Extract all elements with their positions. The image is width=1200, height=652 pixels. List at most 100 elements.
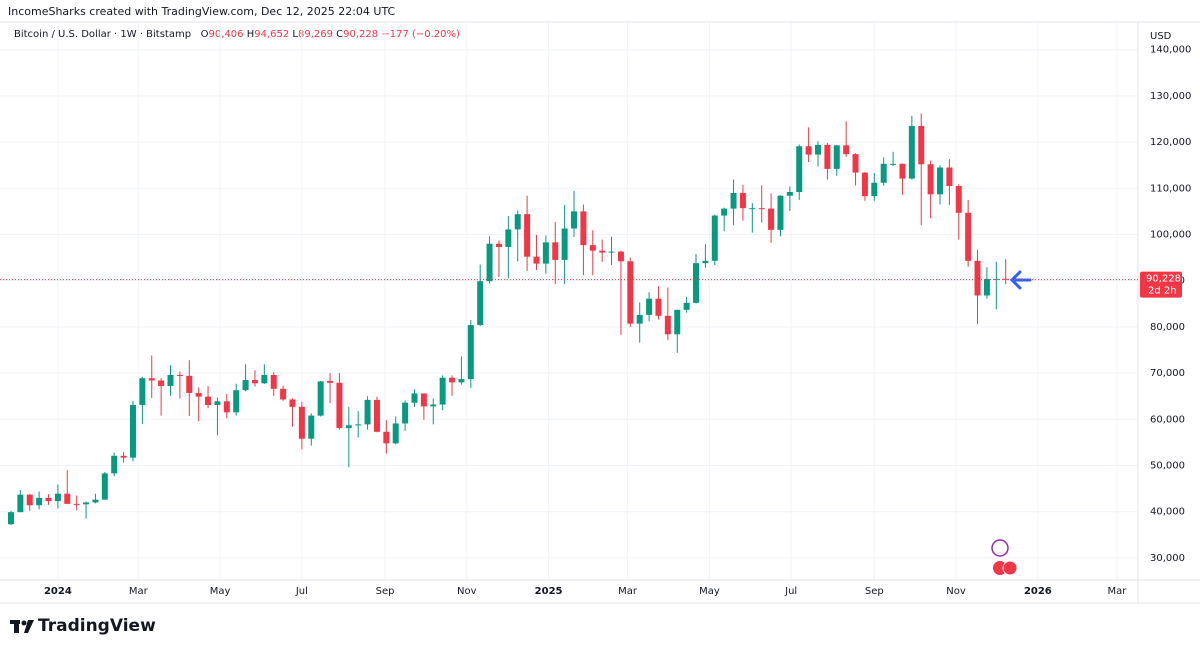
change: −177 (−0.20%): [381, 29, 460, 40]
candle-body: [411, 393, 418, 403]
y-tick-label: 80,000: [1150, 322, 1185, 333]
candle-body: [617, 251, 624, 262]
candle-body: [402, 402, 409, 424]
candle-body: [392, 423, 399, 444]
candle-body: [749, 208, 756, 210]
candle-body: [908, 125, 915, 179]
candle-body: [599, 250, 606, 253]
candle-body: [974, 260, 981, 296]
candle-body: [327, 380, 334, 383]
ohlc-value: 94,652: [254, 29, 290, 40]
ohlc-key: O: [200, 29, 209, 40]
candle-body: [927, 164, 934, 195]
candle-body: [289, 399, 296, 407]
candle-body: [739, 192, 746, 209]
candle-body: [571, 211, 578, 229]
x-tick-label: Jul: [784, 586, 797, 597]
y-tick-label: 30,000: [1150, 553, 1185, 564]
candle-body: [373, 399, 380, 432]
candle-body: [899, 163, 906, 179]
candle-body: [261, 374, 268, 384]
candle-body: [871, 182, 878, 197]
candle-body: [223, 401, 230, 413]
candle-body: [111, 455, 118, 474]
ohlc-key: C: [336, 29, 344, 40]
candle-body: [768, 208, 775, 230]
candle-body: [439, 377, 446, 405]
candle-body: [54, 493, 61, 502]
candle-body: [861, 172, 868, 197]
candle-body: [36, 497, 43, 506]
x-tick-label: Mar: [129, 586, 149, 597]
candle-body: [636, 314, 643, 324]
candle-body: [983, 278, 990, 296]
x-tick-label: Sep: [865, 586, 884, 597]
candle-body: [120, 455, 127, 458]
candle-body: [674, 309, 681, 335]
y-tick-label: 140,000: [1150, 45, 1191, 56]
candle-body: [195, 392, 202, 397]
candle-body: [815, 144, 822, 155]
candle-body: [298, 406, 305, 439]
candle-body: [242, 380, 249, 391]
candle-body: [167, 374, 174, 387]
x-tick-label: 2026: [1024, 586, 1052, 597]
candle-body: [139, 378, 146, 405]
last-price-badge: [1140, 271, 1182, 298]
candle-body: [777, 195, 784, 230]
y-tick-label: 50,000: [1150, 461, 1185, 472]
countdown: 2d 2h: [1148, 286, 1177, 297]
candle-body: [721, 208, 728, 216]
candle-body: [420, 393, 427, 407]
candle-body: [7, 512, 14, 525]
x-tick-label: Mar: [1108, 586, 1128, 597]
candle-body: [824, 144, 831, 169]
x-tick-label: 2024: [44, 586, 72, 597]
candle-body: [890, 163, 897, 165]
candle-body: [449, 377, 456, 383]
x-tick-label: 2025: [535, 586, 563, 597]
y-tick-label: 70,000: [1150, 368, 1185, 379]
candle-body: [683, 302, 690, 310]
candle-body: [561, 228, 568, 260]
candle-body: [955, 185, 962, 213]
candle-body: [73, 503, 80, 505]
grid: [0, 22, 1138, 580]
event-icons: [991, 539, 1018, 576]
candle-body: [477, 281, 484, 326]
y-tick-label: 60,000: [1150, 414, 1185, 425]
y-tick-label: 100,000: [1150, 230, 1191, 241]
x-tick-label: Nov: [457, 586, 477, 597]
candle-body: [233, 390, 240, 413]
candle-body: [92, 499, 99, 503]
symbol: Bitcoin / U.S. Dollar · 1W · Bitstamp: [14, 29, 192, 40]
y-tick-label: 130,000: [1150, 91, 1191, 102]
currency: USD: [1150, 31, 1172, 42]
candle-body: [805, 146, 812, 155]
candle-body: [355, 424, 362, 426]
candle-body: [158, 380, 165, 387]
candle-body: [214, 401, 221, 405]
candle-body: [880, 163, 887, 183]
candle-body: [833, 145, 840, 169]
candle-body: [383, 431, 390, 444]
candle-body: [533, 256, 540, 264]
candle-body: [758, 208, 765, 210]
candle-body: [336, 382, 343, 429]
ohlc-value: 89,269: [297, 29, 333, 40]
candle-body: [176, 374, 183, 376]
last-price-label: 90,228: [1146, 274, 1181, 285]
candle-body: [45, 497, 52, 502]
candle-body: [608, 251, 615, 253]
candle-body: [364, 399, 371, 425]
candle-body: [64, 493, 71, 504]
x-tick-label: Nov: [946, 586, 966, 597]
candle-body: [655, 298, 662, 316]
candle-body: [843, 145, 850, 155]
ohlc-value: 90,406: [208, 29, 244, 40]
ohlc-key: L: [292, 29, 298, 40]
candle-body: [26, 494, 33, 506]
x-tick-label: May: [210, 586, 231, 597]
candle-body: [702, 260, 709, 264]
